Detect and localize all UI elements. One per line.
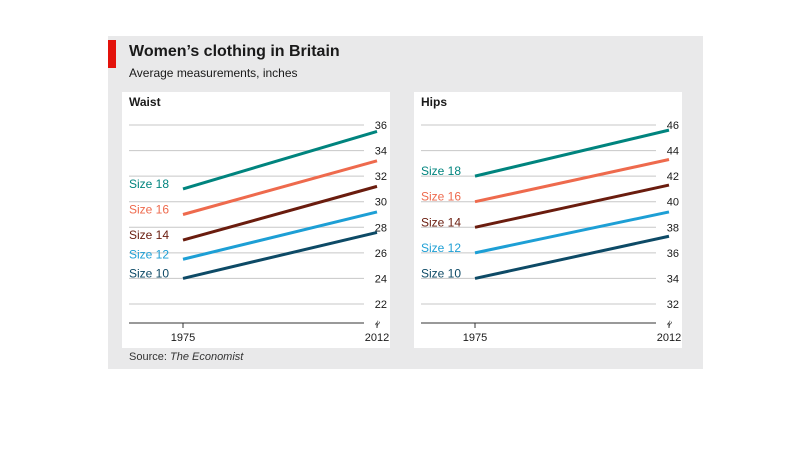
y-tick-label: 24 [375, 273, 387, 285]
series-label: Size 16 [421, 190, 461, 204]
y-tick-label: 36 [667, 248, 679, 260]
series-label: Size 12 [129, 247, 169, 261]
chart-subtitle: Average measurements, inches [129, 66, 298, 80]
hips-panel: Hips 32 34 36 38 40 42 44 46 ≈1975 2012 Size 18 Size… [414, 92, 682, 348]
series-line [182, 184, 378, 242]
series-label: Size 10 [129, 266, 169, 280]
y-tick-label: 36 [375, 120, 387, 132]
y-tick-label: 30 [375, 197, 387, 209]
series-line [182, 230, 378, 280]
source-label: Source: [129, 351, 167, 363]
series-label: Size 18 [129, 177, 169, 191]
series-label: Size 18 [421, 164, 461, 178]
x-tick-label: 1975 [171, 332, 195, 344]
series-label: Size 16 [129, 203, 169, 217]
y-tick-label: 40 [667, 197, 679, 209]
accent-bar [108, 40, 116, 68]
y-tick-label: 34 [667, 273, 679, 285]
series-line [474, 158, 670, 204]
source-publication: The Economist [169, 351, 244, 363]
y-tick-label: 42 [667, 171, 679, 183]
y-tick-label: 32 [667, 299, 679, 311]
series-line [474, 128, 670, 178]
series-label: Size 14 [421, 215, 461, 229]
waist-chart: Waist 22 24 26 28 30 32 34 36 ≈1975 2012 Size 18 Siz… [129, 95, 389, 344]
hips-chart: Hips 32 34 36 38 40 42 44 46 ≈1975 2012 Size 18 Size… [421, 95, 681, 344]
source-note: Source: The Economist [129, 351, 243, 363]
panel-title: Hips [421, 95, 447, 109]
x-tick-label: 2012 [657, 332, 681, 344]
series-line [182, 210, 378, 261]
axis-break-symbol: ≈ [664, 318, 677, 329]
y-tick-label: 38 [667, 222, 679, 234]
y-tick-label: 32 [375, 171, 387, 183]
series-label: Size 12 [421, 241, 461, 255]
series-line [474, 183, 670, 229]
y-tick-label: 26 [375, 248, 387, 260]
y-tick-label: 44 [667, 146, 679, 158]
x-tick-label: 2012 [365, 332, 389, 344]
axis-break-symbol: ≈ [372, 318, 385, 329]
series-label: Size 10 [421, 266, 461, 280]
chart-title: Women’s clothing in Britain [129, 43, 340, 60]
y-tick-label: 46 [667, 120, 679, 132]
chart-card: Women’s clothing in Britain Average meas… [108, 36, 703, 369]
waist-panel: Waist 22 24 26 28 30 32 34 36 ≈1975 2012 Size 18 Siz… [122, 92, 390, 348]
series-label: Size 14 [129, 228, 169, 242]
series-line [182, 129, 378, 191]
series-line [182, 159, 378, 216]
y-tick-label: 28 [375, 222, 387, 234]
y-tick-label: 34 [375, 146, 387, 158]
series-line [474, 210, 670, 255]
panel-title: Waist [129, 95, 161, 109]
x-tick-label: 1975 [463, 332, 487, 344]
series-line [474, 234, 670, 280]
y-tick-label: 22 [375, 299, 387, 311]
